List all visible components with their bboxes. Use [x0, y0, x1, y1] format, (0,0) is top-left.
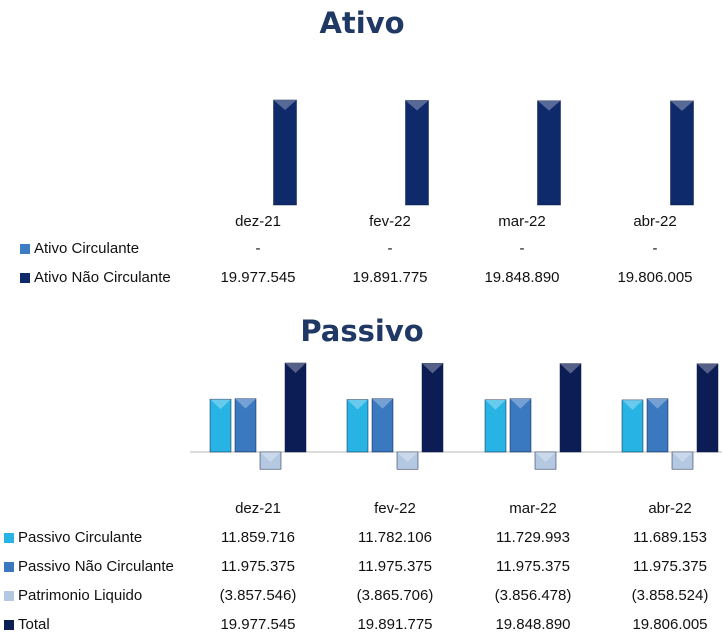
bar-bevel [347, 399, 368, 410]
chart-title: Passivo [300, 314, 423, 348]
table-value: 11.975.375 [633, 558, 707, 575]
bar-bevel [535, 452, 556, 462]
bar [534, 451, 557, 470]
bar [559, 363, 582, 453]
category-label: dez-21 [235, 213, 281, 230]
bar-bevel [260, 452, 281, 462]
bar-bevel [670, 100, 694, 111]
table-value: 19.977.545 [220, 269, 295, 286]
table-value: (3.857.546) [220, 587, 297, 604]
table-value: - [520, 240, 525, 257]
bar-bevel [397, 452, 418, 462]
table-value: (3.856.478) [495, 587, 572, 604]
table-value: (3.865.706) [357, 587, 434, 604]
table-value: 19.891.775 [352, 269, 427, 286]
bar [509, 398, 532, 453]
chart-title: Ativo [319, 6, 404, 40]
bar-bevel [422, 363, 443, 374]
category-label: abr-22 [648, 500, 691, 517]
bar-bevel [537, 100, 561, 111]
legend-label: Ativo Circulante [34, 240, 139, 257]
bar-bevel [510, 398, 531, 409]
table-value: - [388, 240, 393, 257]
bar [621, 399, 644, 453]
category-label: fev-22 [374, 500, 416, 517]
bar-bevel [622, 399, 643, 410]
bar [273, 99, 297, 206]
table-value: - [256, 240, 261, 257]
bar-bevel [235, 398, 256, 409]
legend-marker [4, 591, 14, 601]
bar [696, 363, 719, 453]
table-value: 19.848.890 [484, 269, 559, 286]
table-value: 19.977.545 [220, 616, 295, 633]
table-value: 11.729.993 [496, 529, 570, 546]
table-value: 11.782.106 [358, 529, 432, 546]
bar-bevel [560, 363, 581, 374]
bar-bevel [697, 363, 718, 374]
category-label: dez-21 [235, 500, 281, 517]
legend-label: Passivo Circulante [18, 529, 142, 546]
bar-bevel [405, 100, 429, 111]
bar [259, 451, 282, 470]
bar-bevel [210, 399, 231, 410]
bar [484, 399, 507, 453]
bar [646, 398, 669, 453]
category-label: fev-22 [369, 213, 411, 230]
bar [421, 363, 444, 453]
table-value: 11.975.375 [358, 558, 432, 575]
legend-label: Ativo Não Circulante [34, 269, 171, 286]
bar-bevel [372, 398, 393, 409]
table-value: 19.891.775 [357, 616, 432, 633]
category-label: mar-22 [509, 500, 557, 517]
legend-marker [4, 562, 14, 572]
bar [234, 398, 257, 453]
bar [284, 362, 307, 453]
legend-label: Passivo Não Circulante [18, 558, 174, 575]
bar [537, 100, 561, 206]
category-label: mar-22 [498, 213, 546, 230]
bar [209, 398, 232, 453]
legend-marker [4, 620, 14, 630]
table-value: 19.848.890 [495, 616, 570, 633]
legend-marker [4, 533, 14, 543]
bar-bevel [672, 452, 693, 462]
legend-label: Patrimonio Liquido [18, 587, 142, 604]
legend-marker [20, 244, 30, 254]
bar [346, 399, 369, 453]
legend-label: Total [18, 616, 50, 633]
legend-marker [20, 273, 30, 283]
table-value: 19.806.005 [632, 616, 707, 633]
table-value: 11.859.716 [221, 529, 295, 546]
table-value: 11.975.375 [496, 558, 570, 575]
bar-bevel [647, 398, 668, 409]
category-label: abr-22 [633, 213, 676, 230]
bar [371, 398, 394, 453]
bar-bevel [485, 399, 506, 410]
table-value: - [653, 240, 658, 257]
bar [396, 451, 419, 470]
table-value: 19.806.005 [617, 269, 692, 286]
bar [671, 451, 694, 470]
bar-bevel [285, 363, 306, 373]
table-value: (3.858.524) [632, 587, 709, 604]
table-value: 11.689.153 [633, 529, 707, 546]
table-value: 11.975.375 [221, 558, 295, 575]
bar [405, 100, 429, 206]
bar [670, 100, 694, 206]
bar-bevel [273, 100, 297, 110]
